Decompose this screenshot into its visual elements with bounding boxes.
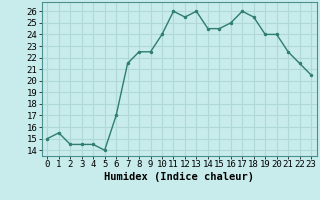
- X-axis label: Humidex (Indice chaleur): Humidex (Indice chaleur): [104, 172, 254, 182]
